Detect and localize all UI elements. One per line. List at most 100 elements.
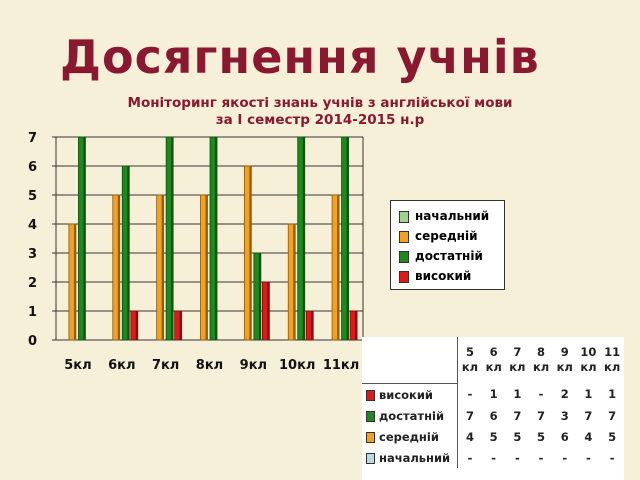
table-cell: 6 [489, 408, 498, 423]
column-header-unit: кл [580, 360, 597, 375]
bar-shade [337, 195, 340, 340]
table-cell: 7 [465, 408, 474, 423]
table-cell: 7 [537, 408, 546, 423]
column-header-num: 10 [580, 345, 597, 360]
table-cell: - [538, 450, 544, 465]
column-header-num: 11 [604, 345, 621, 360]
legend-swatch-vysokyi [399, 270, 409, 283]
table-cell: 1 [513, 387, 522, 402]
column-header: 11 кл [600, 337, 624, 384]
column-header-num: 5 [465, 345, 474, 360]
table-cell: - [538, 387, 544, 402]
bar-shade [205, 195, 208, 340]
table-cell: 5 [513, 429, 522, 444]
bar-shade [179, 311, 182, 340]
row-swatch [366, 410, 375, 422]
legend-label-nachalnyi: начальний [415, 209, 490, 223]
column-header-num: 8 [537, 345, 546, 360]
row-label: високий [379, 387, 433, 402]
column-header-unit: кл [485, 360, 502, 375]
row-header: високий [362, 383, 459, 405]
table-cell: 4 [584, 429, 593, 444]
table-row-serednii: середній 4 5 5 5 6 4 5 [362, 426, 624, 447]
row-header: достатній [362, 405, 459, 426]
y-tick-label: 1 [28, 305, 37, 320]
table-cell: - [467, 387, 473, 402]
column-header-unit: кл [532, 360, 550, 375]
row-swatch [366, 452, 375, 464]
row-swatch [366, 431, 375, 443]
table-cell: 1 [608, 387, 617, 402]
table-cell: - [586, 450, 591, 465]
table-cell: 7 [608, 408, 617, 423]
column-header: 8 кл [529, 337, 553, 384]
plot-area [56, 137, 363, 340]
row-header: начальний [362, 447, 459, 468]
table-cell: 5 [537, 429, 546, 444]
y-tick-label: 6 [28, 160, 37, 175]
bar-shade [73, 224, 76, 340]
x-tick-label: 11кл [323, 358, 359, 373]
slide-title: Досягнення учнів [60, 30, 540, 84]
table-cell: 3 [560, 408, 569, 423]
bar-shade [135, 311, 138, 340]
bar-shade [171, 137, 174, 340]
row-label: достатній [379, 408, 445, 423]
column-header-unit: кл [509, 360, 526, 375]
table-cell: 4 [465, 429, 474, 444]
x-tick-label: 9кл [240, 358, 267, 373]
bar-shade [161, 195, 164, 340]
column-header-unit: кл [461, 360, 479, 375]
table-cell: 7 [513, 408, 522, 423]
y-tick-label: 7 [28, 131, 37, 146]
table-cell: 1 [584, 387, 593, 402]
x-tick-label: 8кл [196, 358, 223, 373]
column-header: 10 кл [577, 337, 601, 384]
row-swatch [366, 389, 375, 401]
table-cell: 5 [608, 429, 617, 444]
legend-item-dostatnii: достатній [399, 247, 483, 265]
table-cell: 6 [560, 429, 569, 444]
column-header-num: 9 [560, 345, 569, 360]
column-header: 5 кл [458, 337, 482, 384]
chart-title: Моніторинг якості знань учнів з англійсь… [40, 95, 600, 129]
y-tick-label: 3 [28, 247, 37, 262]
bar-shade [215, 137, 217, 340]
bar-shade [311, 311, 314, 340]
table-cell: 7 [584, 408, 593, 423]
table-corner [362, 337, 459, 384]
table-cell: - [609, 450, 615, 465]
table-cell: 1 [489, 387, 498, 402]
y-tick-label: 5 [28, 189, 37, 204]
x-tick-label: 7кл [152, 358, 179, 373]
legend-item-nachalnyi: начальний [399, 207, 489, 225]
bar-shade [127, 166, 130, 340]
table-cell: - [514, 450, 520, 465]
bar-shade [293, 224, 296, 340]
row-label: начальний [379, 450, 451, 465]
table-row-dostatnii: достатній 7 6 7 7 3 7 7 [362, 405, 624, 426]
column-header-num: 7 [513, 345, 522, 360]
y-tick-label: 0 [28, 334, 37, 349]
bar-shade [346, 137, 349, 340]
bar-shade [117, 195, 120, 340]
bar-shade [249, 166, 252, 340]
table-row-vysokyi: високий - 1 1 - 2 1 1 [362, 383, 624, 405]
bar-shade [267, 282, 270, 340]
data-table-grid: 5 кл 6 кл 7 кл 8 кл 9 кл 10 кл 11 кл високий - … [362, 337, 624, 468]
legend-swatch-nachalnyi [399, 210, 409, 223]
chart-title-line-1: Моніторинг якості знань учнів з англійсь… [127, 95, 513, 111]
row-header: середній [362, 426, 459, 447]
column-header: 6 кл [482, 337, 506, 384]
column-header-unit: кл [556, 360, 573, 375]
y-tick-label: 2 [28, 276, 37, 291]
row-label: середній [379, 429, 439, 444]
table-cell: 5 [489, 429, 498, 444]
column-header-num: 6 [489, 345, 498, 360]
x-tick-label: 6кл [108, 358, 135, 373]
column-header-unit: кл [604, 360, 621, 375]
bar-shade [355, 311, 358, 340]
legend-swatch-serednii [399, 230, 409, 243]
legend-item-vysokyi: високий [399, 267, 471, 285]
